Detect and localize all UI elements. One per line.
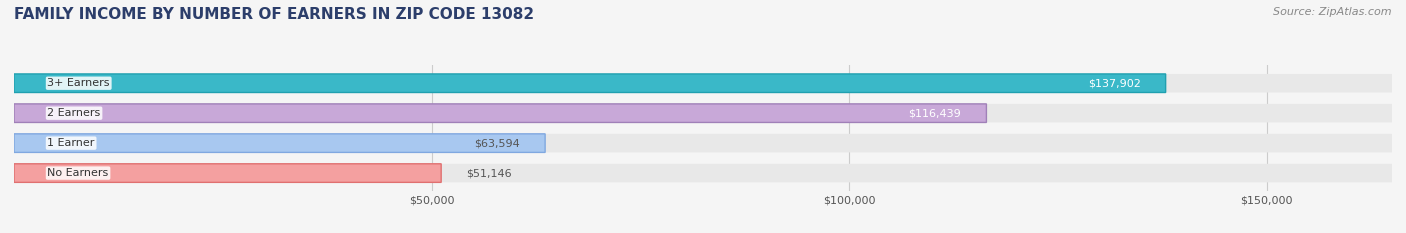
FancyBboxPatch shape xyxy=(14,164,1392,182)
Text: $116,439: $116,439 xyxy=(908,108,962,118)
Text: FAMILY INCOME BY NUMBER OF EARNERS IN ZIP CODE 13082: FAMILY INCOME BY NUMBER OF EARNERS IN ZI… xyxy=(14,7,534,22)
Text: $137,902: $137,902 xyxy=(1088,78,1140,88)
FancyBboxPatch shape xyxy=(14,134,1392,152)
FancyBboxPatch shape xyxy=(14,104,1392,123)
FancyBboxPatch shape xyxy=(14,74,1166,93)
FancyBboxPatch shape xyxy=(14,74,1392,93)
FancyBboxPatch shape xyxy=(14,134,546,152)
Text: $63,594: $63,594 xyxy=(474,138,520,148)
FancyBboxPatch shape xyxy=(14,104,987,123)
Text: 1 Earner: 1 Earner xyxy=(48,138,94,148)
Text: $51,146: $51,146 xyxy=(467,168,512,178)
Text: 3+ Earners: 3+ Earners xyxy=(48,78,110,88)
Text: No Earners: No Earners xyxy=(48,168,108,178)
Text: Source: ZipAtlas.com: Source: ZipAtlas.com xyxy=(1274,7,1392,17)
Text: 2 Earners: 2 Earners xyxy=(48,108,101,118)
FancyBboxPatch shape xyxy=(14,164,441,182)
